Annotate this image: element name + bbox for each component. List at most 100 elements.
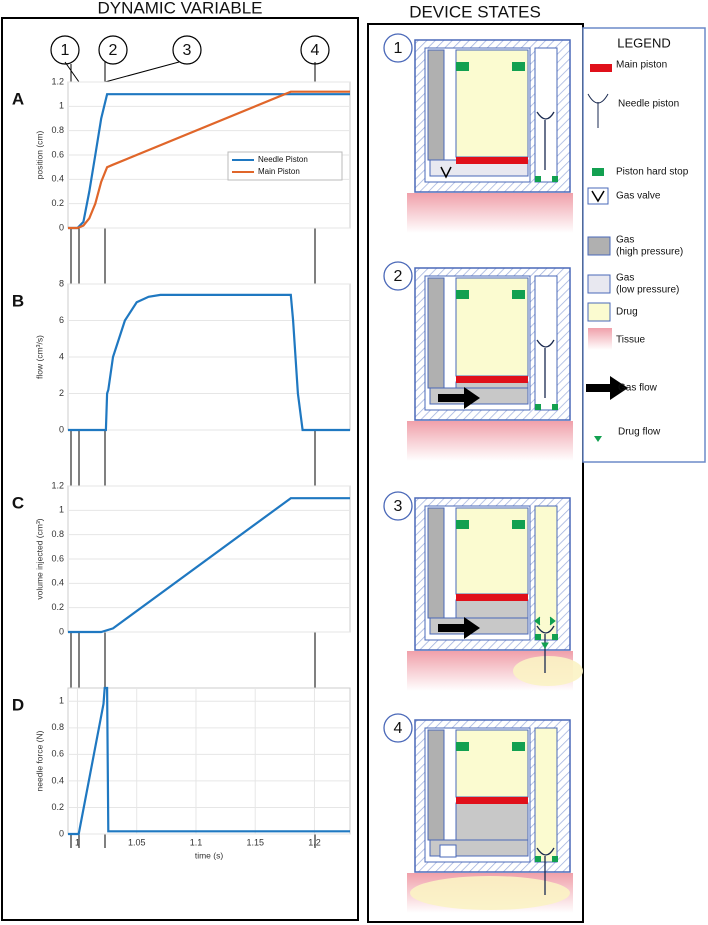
legend-label: Needle Piston	[258, 155, 308, 164]
hard-stop	[512, 742, 525, 751]
hard-stop	[456, 742, 469, 751]
needle-piston	[536, 111, 555, 170]
y-tick-label: 0.4	[51, 775, 64, 785]
legend-label: Drug flow	[618, 427, 661, 438]
left-panel	[1, 17, 359, 921]
tissue	[407, 421, 573, 461]
y-tick-label: 0.2	[51, 602, 64, 612]
y-tick-label: 0.2	[51, 198, 64, 208]
y-tick-label: 0.6	[51, 553, 64, 563]
x-tick-label: 1.2	[308, 837, 321, 847]
y-tick-label: 0	[59, 222, 64, 232]
y-tick-label: 1.2	[51, 480, 64, 490]
y-tick-label: 0.4	[51, 578, 64, 588]
legend-label: (high pressure)	[616, 247, 683, 258]
panel-letter: A	[12, 89, 24, 108]
y-axis-label: position (cm)	[34, 131, 44, 180]
state-label: 2	[394, 268, 403, 285]
state-label: 4	[394, 720, 403, 737]
y-tick-label: 0.8	[51, 529, 64, 539]
y-tick-label: 1.2	[51, 76, 64, 86]
hard-stop	[535, 856, 541, 862]
legend-label: Gas flow	[618, 383, 658, 394]
hard-stop	[552, 856, 558, 862]
tissue	[407, 193, 573, 233]
needle-channel	[534, 727, 558, 863]
main-piston	[456, 797, 528, 804]
event-circle	[172, 35, 202, 65]
state-circle	[383, 713, 413, 743]
panel-letter: C	[12, 493, 24, 512]
x-tick-label: 1	[75, 837, 80, 847]
y-tick-label: 1	[59, 696, 64, 706]
legend-label: Gas valve	[616, 191, 661, 202]
swatch	[592, 168, 604, 176]
event-circle	[50, 35, 80, 65]
legend-label: Gas	[616, 235, 634, 246]
y-tick-label: 6	[59, 315, 64, 325]
gas-flow-arrow	[438, 617, 480, 639]
hard-stop	[535, 404, 541, 410]
panel-letter: B	[12, 291, 24, 310]
state-circle	[383, 491, 413, 521]
swatch	[587, 236, 611, 256]
swatch	[594, 436, 602, 442]
y-tick-label: 0.6	[51, 749, 64, 759]
swatch	[587, 274, 611, 294]
state-circle	[383, 261, 413, 291]
legend-label: Tissue	[616, 335, 646, 346]
swatch	[588, 328, 612, 350]
y-tick-label: 0.6	[51, 149, 64, 159]
hard-stop	[535, 634, 541, 640]
legend-label: Piston hard stop	[616, 167, 689, 178]
hard-stop	[552, 176, 558, 182]
drug-bolus	[513, 656, 583, 686]
data-line	[68, 686, 350, 836]
gas-flow-arrow	[438, 387, 480, 409]
legend-label: Needle piston	[618, 99, 679, 110]
y-tick-label: 0.8	[51, 722, 64, 732]
needle-channel	[534, 505, 558, 641]
swatch	[587, 302, 611, 322]
main-piston	[456, 157, 528, 164]
main-piston	[456, 594, 528, 601]
gas-reservoir	[427, 277, 445, 389]
gas-reservoir	[427, 49, 445, 161]
y-axis-label: flow (cm³/s)	[34, 335, 44, 379]
x-axis-label: time (s)	[195, 850, 224, 860]
event-label: 1	[61, 42, 70, 59]
x-tick-label: 1.05	[128, 837, 146, 847]
gas-reservoir	[427, 507, 445, 619]
y-tick-label: 0.4	[51, 174, 64, 184]
state-label: 1	[394, 40, 403, 57]
main-piston	[456, 376, 528, 383]
panel-letter: D	[12, 695, 24, 714]
y-tick-label: 0	[59, 626, 64, 636]
y-tick-label: 0	[59, 828, 64, 838]
hard-stop	[456, 62, 469, 71]
y-tick-label: 0	[59, 424, 64, 434]
data-line	[68, 293, 350, 432]
hard-stop	[512, 520, 525, 529]
legend-title: LEGEND	[617, 35, 670, 50]
data-line	[68, 497, 350, 634]
swatch	[590, 64, 612, 72]
gas-reservoir	[427, 729, 445, 841]
legend-label: Gas	[616, 273, 634, 284]
needle-channel	[534, 47, 558, 183]
gas-valve	[440, 166, 452, 179]
hard-stop	[456, 290, 469, 299]
y-tick-label: 2	[59, 388, 64, 398]
event-label: 4	[311, 42, 320, 59]
x-tick-label: 1.15	[246, 837, 264, 847]
data-line	[68, 90, 350, 230]
swatch	[591, 190, 605, 203]
legend-label: (low pressure)	[616, 285, 679, 296]
device-state: 4	[383, 713, 573, 913]
y-tick-label: 0.8	[51, 125, 64, 135]
device-state: 3	[383, 491, 583, 691]
drug-flow-arrows	[534, 616, 556, 649]
legend-label: Drug	[616, 307, 638, 318]
swatch	[587, 93, 609, 128]
